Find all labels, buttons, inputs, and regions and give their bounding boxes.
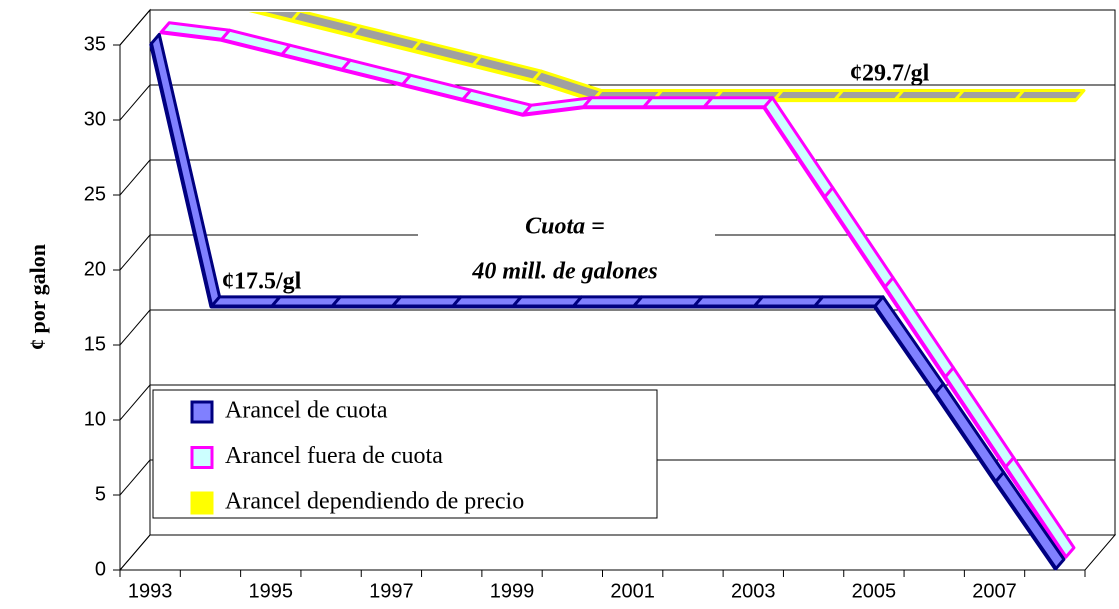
grid-line <box>119 234 151 271</box>
y-tick-label: 30 <box>84 108 106 130</box>
annotation: 40 mill. de galones <box>471 259 657 285</box>
y-tick-label: 5 <box>95 483 106 505</box>
x-tick-label: 2007 <box>972 580 1017 602</box>
x-tick-label: 2001 <box>610 580 655 602</box>
legend-label: Arancel dependiendo de precio <box>225 489 524 515</box>
grid-line <box>119 84 151 121</box>
y-tick-label: 35 <box>84 33 106 55</box>
x-tick-label: 1997 <box>369 580 414 602</box>
side-wall <box>119 8 151 572</box>
grid-line <box>119 159 151 196</box>
legend-swatch <box>190 446 214 469</box>
x-tick-label: 1995 <box>249 580 294 602</box>
x-tick-label: 1999 <box>490 580 535 602</box>
floor <box>118 534 1117 571</box>
annotation-box <box>418 208 715 292</box>
y-tick-label: 25 <box>84 183 106 205</box>
y-tick-label: 20 <box>84 258 106 280</box>
x-tick-label: 2005 <box>852 580 897 602</box>
annotation: ¢29.7/gl <box>850 61 930 87</box>
y-tick-label: 15 <box>84 333 106 355</box>
y-tick-label: 0 <box>95 558 106 580</box>
grid-line <box>119 9 151 46</box>
annotation: Cuota = <box>525 214 605 240</box>
ribbon-segment <box>762 96 835 199</box>
x-tick-label: 1993 <box>128 580 173 602</box>
legend-box <box>152 389 658 519</box>
legend-swatch <box>190 400 214 424</box>
annotation: ¢17.5/gl <box>222 269 302 295</box>
grid-line <box>119 384 151 421</box>
series-line <box>149 43 1058 571</box>
grid-line <box>119 459 151 496</box>
y-tick-label: 10 <box>84 408 106 430</box>
grid-line <box>119 309 151 346</box>
x-tick-label: 2003 <box>731 580 776 602</box>
plot <box>149 0 1086 571</box>
series-line <box>160 30 1068 559</box>
legend-swatch <box>190 491 214 515</box>
ribbon-segment <box>149 32 222 308</box>
ribbon-segment <box>822 186 895 289</box>
legend-label: Arancel de cuota <box>225 398 388 424</box>
legend: Arancel de cuota Arancel fuera de cuota Ar… <box>152 389 658 519</box>
legend-label: Arancel fuera de cuota <box>225 443 443 469</box>
ribbon-segment <box>171 0 240 6</box>
y-axis-label: ¢ por galon <box>25 244 50 350</box>
